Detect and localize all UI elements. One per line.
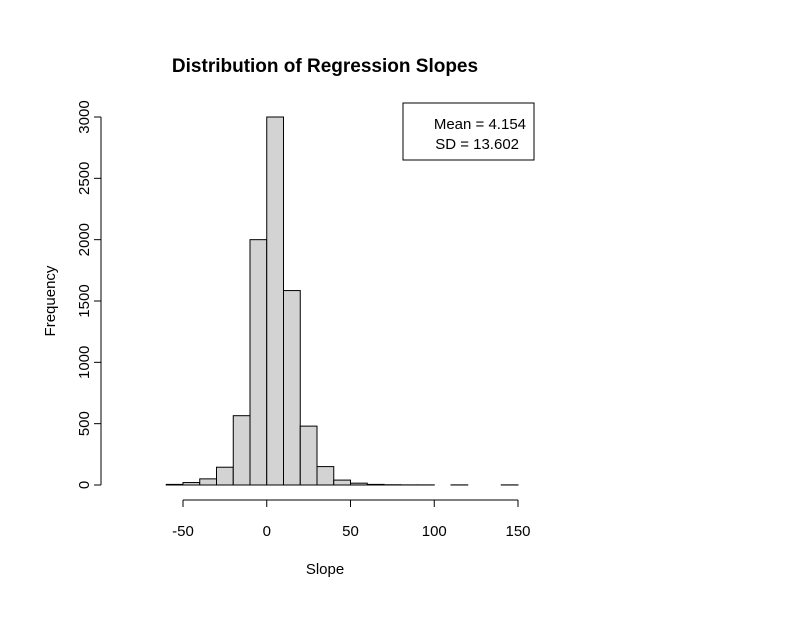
- x-axis: -50 0 50 100 150: [172, 499, 531, 540]
- histogram-bar-2: [199, 478, 217, 486]
- histogram-bar-3: [216, 466, 234, 486]
- x-tick-label-3: 100: [422, 523, 447, 540]
- x-tick-label-2: 50: [342, 523, 359, 540]
- y-tick-label-4: 2000: [76, 223, 93, 256]
- y-axis: 0 500 1000 1500 2000 2500 3000: [76, 100, 102, 489]
- legend-mean: Mean = 4.154: [434, 116, 526, 133]
- y-tick-label-1: 500: [76, 411, 93, 436]
- x-tick-label-1: 0: [263, 523, 271, 540]
- bars-group: [165, 116, 519, 486]
- x-tick-label-4: 150: [505, 523, 530, 540]
- x-tick-label-0: -50: [172, 523, 194, 540]
- histogram-bar-11: [350, 482, 368, 486]
- y-tick-label-0: 0: [76, 481, 93, 489]
- histogram-bar-9: [316, 466, 335, 486]
- y-tick-label-2: 1000: [76, 346, 93, 379]
- histogram-bar-0: [165, 483, 184, 486]
- x-axis-label: Slope: [306, 561, 344, 578]
- y-tick-label-5: 2500: [76, 162, 93, 195]
- histogram-bar-10: [333, 479, 351, 486]
- chart-title: Distribution of Regression Slopes: [172, 56, 478, 77]
- histogram-bar-12: [366, 483, 385, 486]
- histogram-bar-8: [299, 425, 318, 486]
- histogram-bar-7: [283, 290, 301, 486]
- histogram-bar-6: [266, 116, 284, 486]
- legend-sd: SD = 13.602: [435, 136, 519, 153]
- legend: Mean = 4.154 SD = 13.602: [402, 102, 535, 161]
- histogram-bar-4: [232, 415, 251, 486]
- histogram-bar-5: [249, 239, 268, 486]
- histogram-bar-1: [182, 482, 201, 486]
- y-axis-label: Frequency: [42, 265, 59, 336]
- legend-box: [402, 102, 535, 161]
- y-tick-label-3: 1500: [76, 284, 93, 317]
- y-tick-label-6: 3000: [76, 100, 93, 133]
